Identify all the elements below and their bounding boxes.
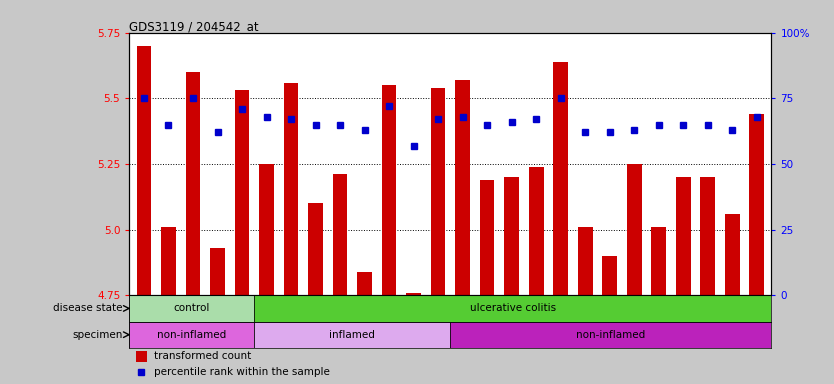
Bar [578, 227, 592, 295]
Bar [254, 295, 771, 321]
Text: percentile rank within the sample: percentile rank within the sample [153, 367, 329, 377]
Bar [357, 271, 372, 295]
Bar [284, 83, 299, 295]
Bar [234, 90, 249, 295]
Bar [186, 72, 200, 295]
Text: transformed count: transformed count [153, 351, 251, 361]
Text: disease state: disease state [53, 303, 123, 313]
Bar [627, 164, 641, 295]
Bar [553, 61, 568, 295]
Bar [136, 351, 148, 362]
Text: inflamed: inflamed [329, 330, 375, 340]
Bar [129, 295, 254, 321]
Bar [750, 114, 764, 295]
Bar [161, 227, 176, 295]
Bar [406, 293, 421, 295]
Bar [455, 80, 470, 295]
Bar [725, 214, 740, 295]
Text: control: control [173, 303, 210, 313]
Bar [529, 167, 544, 295]
Bar [254, 321, 450, 348]
Bar [676, 177, 691, 295]
Bar [450, 321, 771, 348]
Bar [210, 248, 225, 295]
Bar [382, 85, 396, 295]
Text: GDS3119 / 204542_at: GDS3119 / 204542_at [129, 20, 259, 33]
Text: non-inflamed: non-inflamed [576, 330, 646, 340]
Bar [505, 177, 519, 295]
Bar [333, 174, 348, 295]
Bar [651, 227, 666, 295]
Bar [137, 46, 151, 295]
Text: specimen: specimen [73, 330, 123, 340]
Text: ulcerative colitis: ulcerative colitis [470, 303, 556, 313]
Text: non-inflamed: non-inflamed [157, 330, 226, 340]
Bar [430, 88, 445, 295]
Bar [129, 321, 254, 348]
Bar [259, 164, 274, 295]
Bar [480, 180, 495, 295]
Bar [701, 177, 715, 295]
Bar [602, 256, 617, 295]
Bar [309, 204, 323, 295]
